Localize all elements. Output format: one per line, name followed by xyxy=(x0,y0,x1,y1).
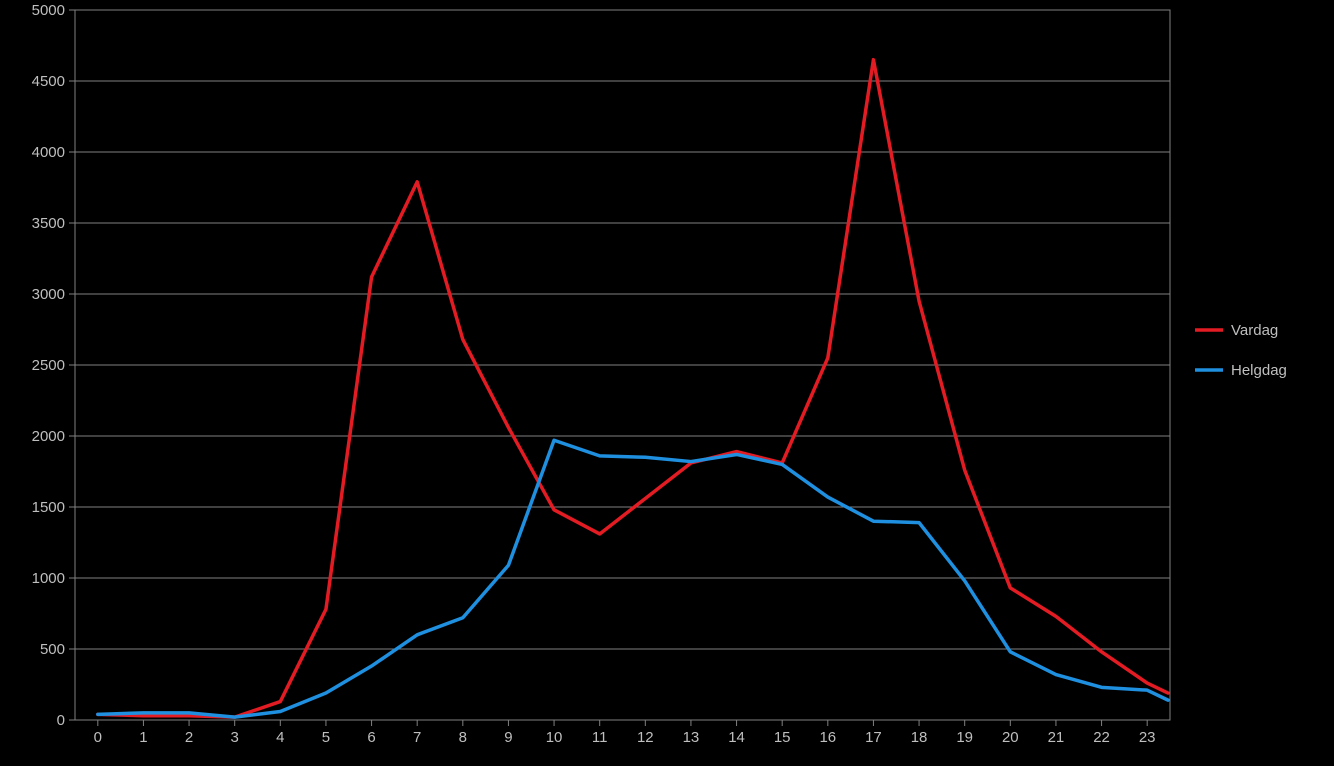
y-axis-label: 5000 xyxy=(32,2,65,19)
series-line-vardag xyxy=(98,60,1168,717)
chart-svg: 0 500 1000 1500 2000 2500 3000 3500 4000 4500 5000… xyxy=(0,0,1334,766)
x-axis-label: 19 xyxy=(956,729,973,746)
x-axis-label: 13 xyxy=(683,729,700,746)
y-axis-label: 2000 xyxy=(32,428,65,445)
x-axis-label: 17 xyxy=(865,729,882,746)
x-axis-label: 20 xyxy=(1002,729,1019,746)
x-axis-label: 9 xyxy=(504,729,512,746)
y-axis-label: 0 xyxy=(57,712,65,729)
y-axis-label: 2500 xyxy=(32,357,65,374)
y-axis-label: 4500 xyxy=(32,73,65,90)
y-axis-label: 1000 xyxy=(32,570,65,587)
x-axis-label: 5 xyxy=(322,729,330,746)
x-axis-label: 1 xyxy=(139,729,147,746)
x-axis-label: 0 xyxy=(94,729,102,746)
x-axis-label: 16 xyxy=(819,729,836,746)
x-axis-label: 23 xyxy=(1139,729,1156,746)
y-axis-label: 500 xyxy=(40,641,65,658)
x-axis-label: 22 xyxy=(1093,729,1110,746)
y-axis-label: 1500 xyxy=(32,499,65,516)
x-axis-label: 12 xyxy=(637,729,654,746)
legend-label-helgdag: Helgdag xyxy=(1231,362,1287,379)
x-axis-label: 7 xyxy=(413,729,421,746)
x-axis-label: 6 xyxy=(367,729,375,746)
x-axis-label: 15 xyxy=(774,729,791,746)
y-axis-label: 4000 xyxy=(32,144,65,161)
line-chart: 0 500 1000 1500 2000 2500 3000 3500 4000 4500 5000… xyxy=(0,0,1334,766)
x-axis-label: 14 xyxy=(728,729,745,746)
x-axis-label: 2 xyxy=(185,729,193,746)
x-axis-label: 10 xyxy=(546,729,563,746)
legend-label-vardag: Vardag xyxy=(1231,322,1278,339)
x-axis-label: 18 xyxy=(911,729,928,746)
y-axis-label: 3000 xyxy=(32,286,65,303)
x-axis-label: 4 xyxy=(276,729,284,746)
x-axis-label: 11 xyxy=(592,729,608,746)
x-axis-label: 3 xyxy=(231,729,239,746)
x-axis-label: 21 xyxy=(1048,729,1065,746)
y-axis-label: 3500 xyxy=(32,215,65,232)
x-axis-label: 8 xyxy=(459,729,467,746)
